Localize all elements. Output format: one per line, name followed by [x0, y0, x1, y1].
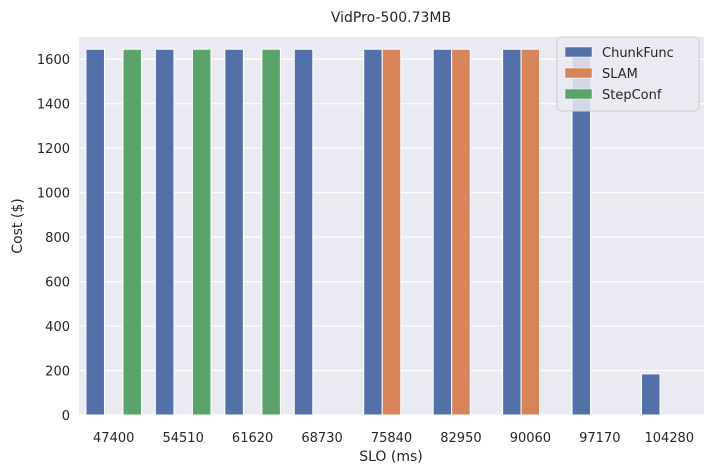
- y-tick-label: 400: [45, 320, 70, 335]
- bar-chunkfunc-47400: [85, 48, 105, 416]
- bar-chunkfunc-75840: [363, 48, 383, 416]
- bar-chunkfunc-82950: [432, 48, 453, 416]
- legend-label-chunkfunc: ChunkFunc: [602, 46, 674, 61]
- x-tick-label: 68730: [301, 431, 342, 446]
- chart-title: VidPro-500.73MB: [331, 10, 451, 26]
- y-tick-label: 200: [45, 365, 70, 380]
- bar-chunkfunc-54510: [154, 48, 175, 416]
- bar-chunkfunc-61620: [224, 48, 244, 416]
- bar-chunkfunc-68730: [293, 48, 314, 416]
- bar-chunkfunc-90060: [502, 48, 522, 416]
- bar-stepconf-47400: [122, 48, 143, 416]
- legend-swatch-chunkfunc: [564, 46, 593, 58]
- bar-stepconf-61620: [261, 48, 281, 416]
- x-tick-label: 104280: [644, 431, 694, 446]
- legend: ChunkFunc SLAM StepConf: [556, 36, 700, 112]
- bar-chunkfunc-104280: [641, 373, 661, 416]
- y-tick-label: 1200: [37, 142, 70, 157]
- legend-label-stepconf: StepConf: [602, 88, 662, 103]
- x-tick-label: 61620: [232, 431, 273, 446]
- x-tick-label: 47400: [93, 431, 134, 446]
- bar-slam-75840: [381, 48, 402, 416]
- y-tick-label: 1400: [37, 98, 70, 113]
- y-tick-label: 800: [45, 231, 70, 246]
- x-tick-labels: 47400 54510 61620 68730 75840 82950 90060 97170…: [93, 431, 694, 446]
- y-tick-label: 1000: [37, 187, 70, 202]
- x-tick-label: 54510: [162, 431, 203, 446]
- legend-label-slam: SLAM: [602, 67, 638, 82]
- x-tick-label: 82950: [440, 431, 481, 446]
- x-tick-label: 75840: [371, 431, 412, 446]
- y-tick-label: 600: [45, 276, 70, 291]
- bar-slam-90060: [520, 48, 541, 416]
- x-tick-label: 90060: [510, 431, 551, 446]
- legend-box: [556, 36, 700, 112]
- bars: [85, 48, 661, 416]
- y-tick-label: 0: [62, 409, 70, 424]
- y-axis-label: Cost ($): [10, 198, 26, 253]
- y-tick-label: 1600: [37, 53, 70, 68]
- bar-stepconf-54510: [191, 48, 212, 416]
- legend-swatch-slam: [564, 67, 593, 79]
- legend-swatch-stepconf: [564, 88, 593, 100]
- x-axis-label: SLO (ms): [359, 449, 423, 465]
- x-tick-label: 97170: [579, 431, 620, 446]
- y-tick-labels: 0 200 400 600 800 1000 1200 1400 1600: [37, 53, 70, 424]
- bar-slam-82950: [451, 48, 471, 416]
